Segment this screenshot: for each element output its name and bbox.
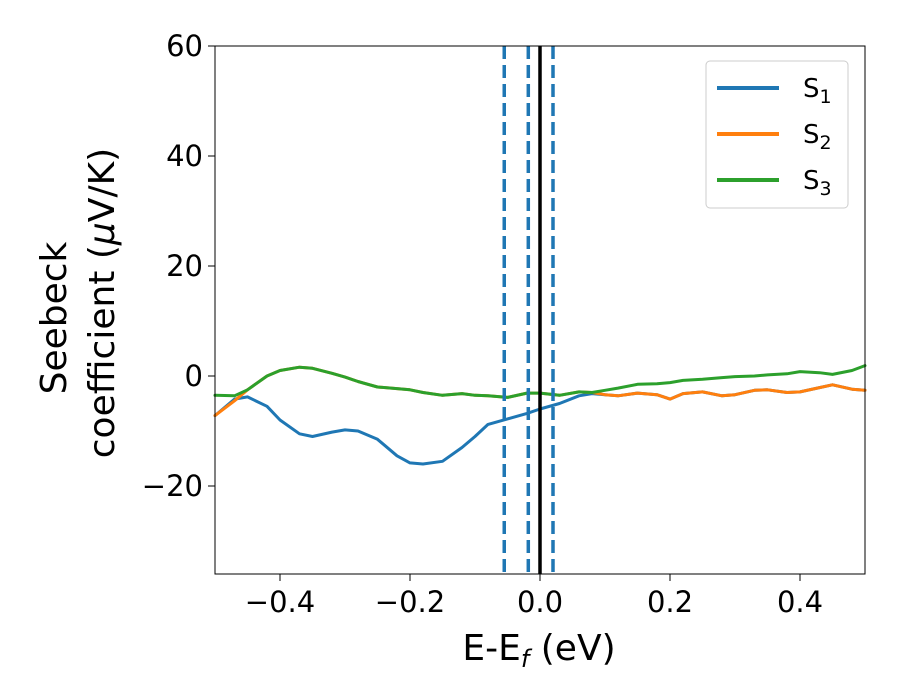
legend-label: S2: [803, 120, 832, 154]
x-tick-label: −0.4: [245, 585, 315, 619]
y-axis-title-line1: Seebeck: [34, 241, 75, 394]
y-tick-label: 40: [166, 139, 203, 173]
x-tick-label: 0.2: [647, 585, 693, 619]
legend: S1 S2 S3: [705, 60, 849, 209]
y-axis-title-line2: coefficient (μV/K): [82, 148, 123, 458]
y-tick-label: 60: [166, 29, 203, 63]
legend-label: S3: [803, 166, 832, 200]
x-tick-label: −0.2: [375, 585, 445, 619]
y-tick-label: 0: [185, 359, 203, 393]
x-tick-label: 0.4: [777, 585, 823, 619]
x-axis-title: E-Ef (eV): [462, 628, 615, 673]
x-tick-label: 0.0: [517, 585, 563, 619]
legend-label: S1: [803, 74, 832, 108]
y-axis-ticks: −20 0 20 40 60: [142, 29, 215, 503]
y-tick-label: −20: [142, 469, 203, 503]
reference-lines: [502, 46, 555, 574]
y-tick-label: 20: [166, 249, 203, 283]
x-axis-ticks: −0.4 −0.2 0.0 0.2 0.4: [245, 574, 823, 619]
